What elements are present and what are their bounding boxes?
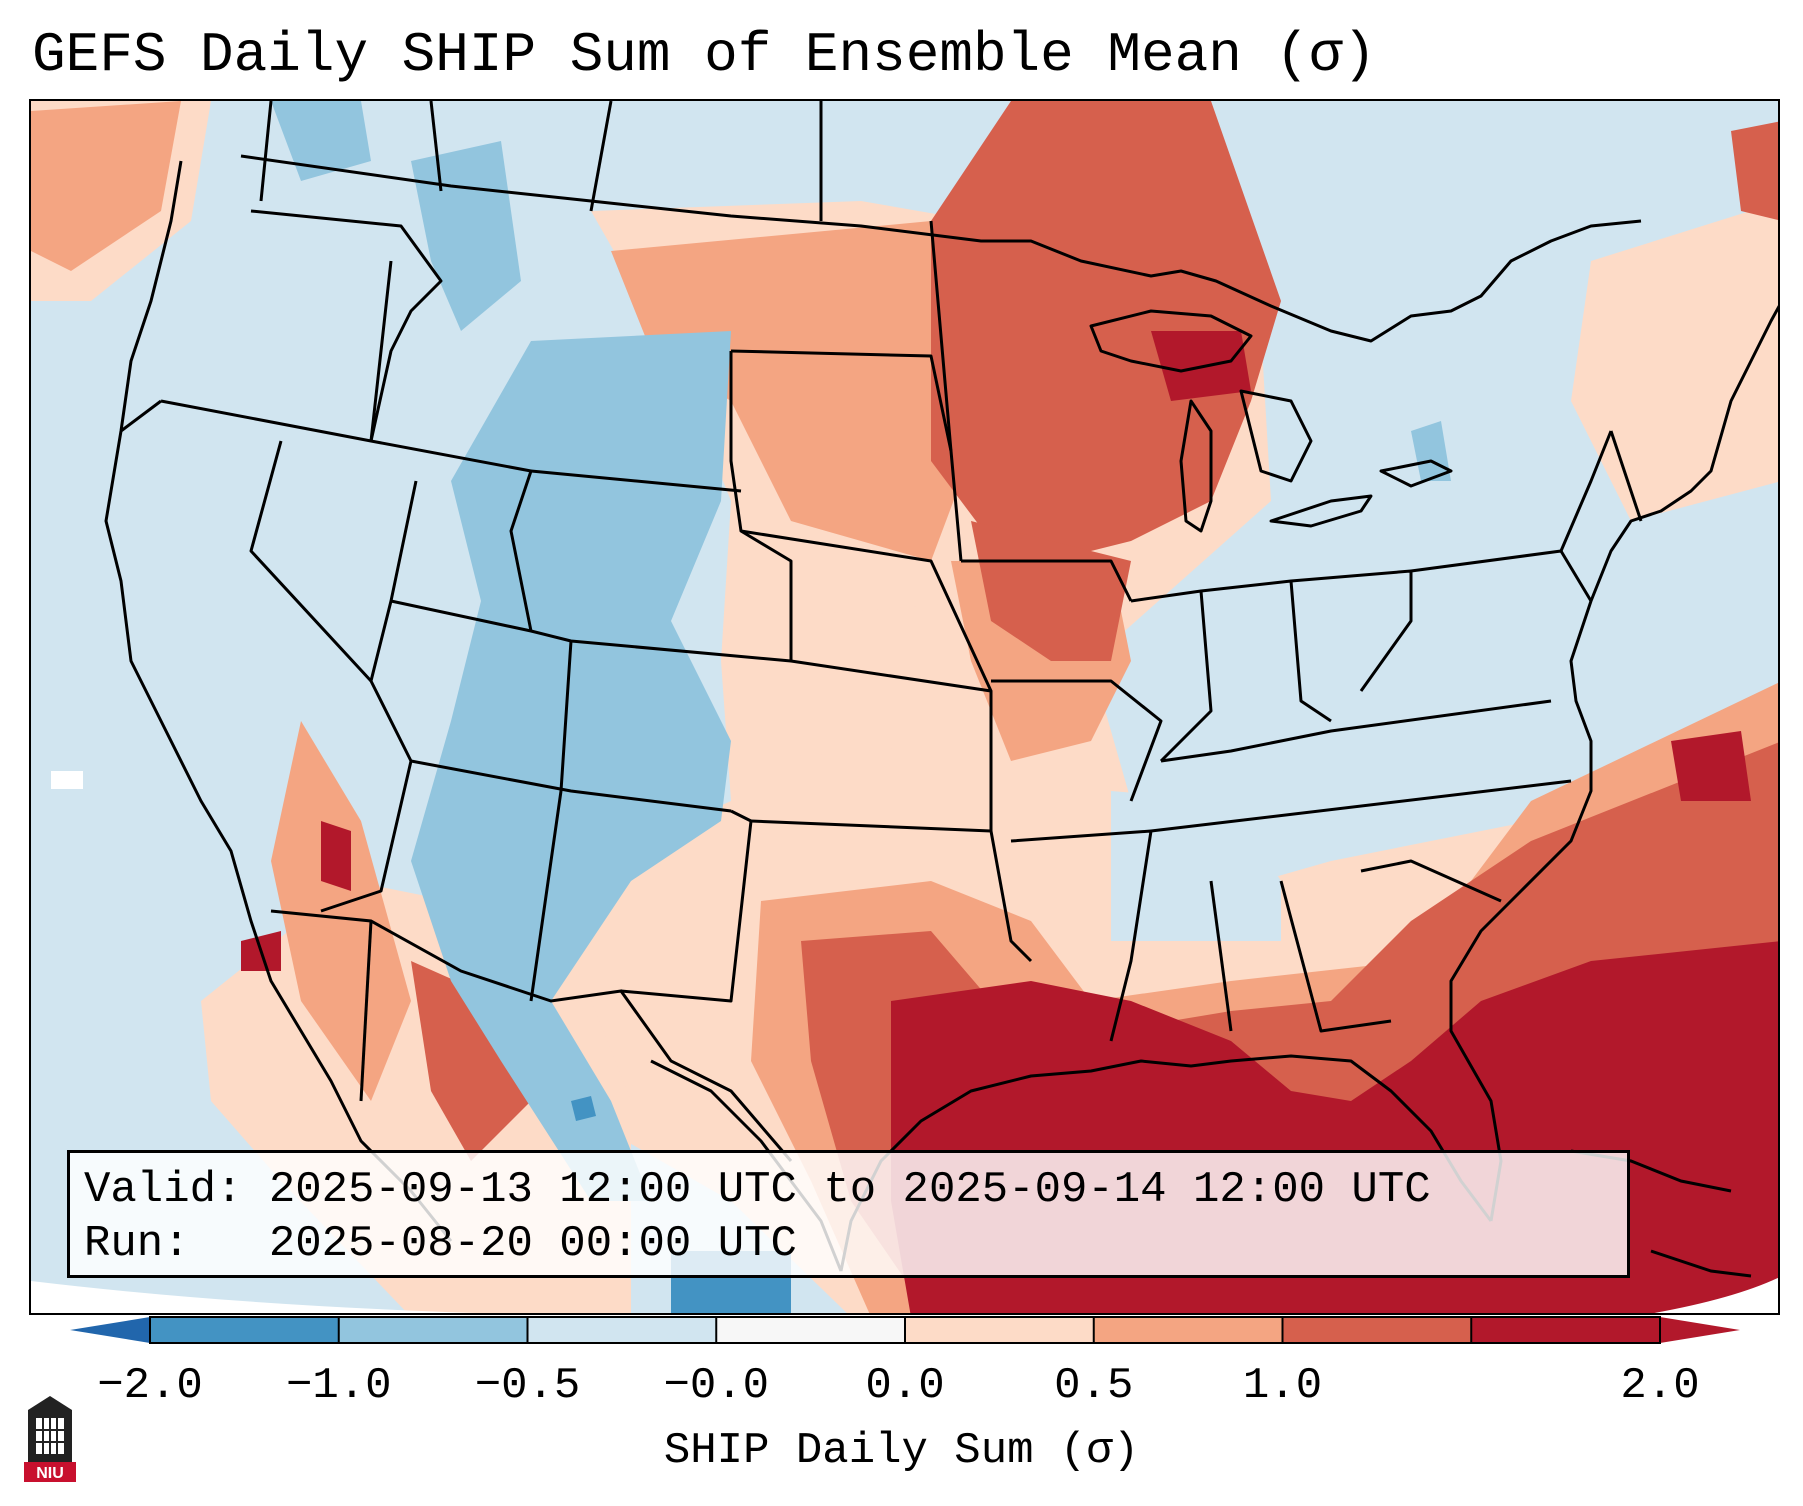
colorbar-segment [1093,1317,1283,1343]
lake-erie [1269,494,1373,528]
colorbar [70,1316,1740,1344]
mexico-internal [359,920,373,1102]
region-neg1-rockies [411,331,731,1201]
colorbar-under-arrow [70,1317,150,1343]
colorbar-tick-label: 0.5 [1054,1361,1134,1411]
boundaries [104,154,1778,1272]
region-pos1-upper-midwest [931,101,1281,561]
colorbar-tick-label: −1.0 [285,1361,392,1411]
niu-logo: NIU [24,1396,76,1482]
pacific-coast [104,160,453,1242]
region-pos0-plains [731,601,991,761]
region-pos2-atlantic-spot [1671,731,1751,801]
lake-michigan [1179,399,1213,533]
colorbar-tick-label: 0.0 [865,1361,945,1411]
chart-title: GEFS Daily SHIP Sum of Ensemble Mean (σ) [32,23,1377,87]
canada-border-west [259,101,273,202]
lake-superior [1089,309,1253,373]
lake-huron [1239,389,1313,483]
anomaly-field [31,101,1778,1313]
colorbar-segment [150,1317,340,1343]
canada-border-sk [589,101,613,212]
colorbar-segment [338,1317,528,1343]
colorbar-segment [1471,1317,1661,1343]
region-pos1-mississippi [971,521,1131,661]
projection-edge-right [1654,1277,1778,1313]
projection-edge [31,1281,476,1313]
region-pos05-northwest [31,101,181,271]
colorbar-label: SHIP Daily Sum (σ) [663,1426,1140,1476]
colorbar-outline [149,1316,1661,1344]
us-canada-border [240,154,1642,343]
valid-label: Valid: [84,1165,243,1215]
region-pos05-socal [271,721,411,1101]
us-mexico-border [270,909,793,1162]
map-panel [29,99,1780,1315]
region-neg1-alberta [271,101,371,181]
region-neg2-nm [571,1096,596,1121]
colorbar-tick-label: 2.0 [1620,1361,1700,1411]
canada-border-ab [429,101,443,192]
logo-text: NIU [36,1465,64,1482]
run-label: Run: [84,1219,190,1269]
valid-time-range: 2025-09-13 12:00 UTC to 2025-09-14 12:00… [268,1165,1431,1215]
atlantic-coast [1449,305,1778,1222]
colorbar-segment [1282,1317,1472,1343]
lake-ontario [1379,459,1453,488]
international-borders [259,101,823,1162]
region-pos2-socal-coast [321,821,351,891]
region-neg1-idaho [411,141,521,331]
valid-run-info-box: Valid: 2025-09-13 12:00 UTC to 2025-09-1… [67,1150,1630,1278]
region-pos05-dakotas [611,221,1031,561]
colorbar-segments [149,1317,1661,1343]
region-pos1-quebec [1731,121,1778,221]
colorbar-segment [527,1317,717,1343]
region-neg05-southeast [1111,791,1281,941]
colorbar-tick-label: −0.5 [474,1361,581,1411]
run-time: 2025-08-20 00:00 UTC [268,1219,797,1269]
colorbar-segment [905,1317,1095,1343]
region-pos0-northeast [1571,202,1778,521]
ship-anomaly-map [31,101,1778,1313]
colorbar-tick-label: 1.0 [1242,1361,1323,1411]
colorbar-tick-label: −2.0 [97,1361,203,1411]
colorbar-over-arrow [1660,1317,1740,1343]
colorbar-tick-label: −0.0 [663,1361,770,1411]
colorbar-segment [716,1317,906,1343]
region-near-zero-spot [51,771,83,789]
